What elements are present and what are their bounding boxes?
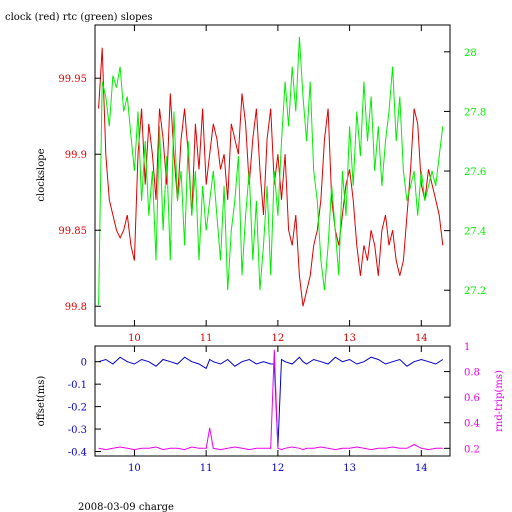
bottom-right-tick-label: 0.4: [464, 419, 480, 430]
top-left-axis-ticks: 99.8 99.85 99.9 99.95: [58, 74, 101, 313]
bottom-x-tick-label: 12: [272, 463, 285, 474]
bottom-right-tick-label: 0.2: [464, 444, 480, 455]
top-left-tick-label: 99.85: [58, 226, 87, 237]
chart-footer: 2008-03-09 charge: [78, 502, 174, 512]
top-chart-panel: 99.8 99.85 99.9 99.95 27.2 27.4 27.6 27.8 28 10…: [36, 24, 486, 344]
bottom-left-axis-ticks: -0.4 -0.3 -0.2 -0.1 0: [68, 358, 101, 459]
top-right-tick-label: 27.8: [464, 107, 486, 118]
top-right-tick-label: 27.2: [464, 286, 486, 297]
bottom-x-tick-label: 10: [128, 463, 141, 474]
bottom-right-axis-ticks: 0.2 0.4 0.6 0.8 1: [444, 342, 480, 455]
chart-title: clock (red) rtc (green) slopes: [5, 12, 153, 23]
top-x-tick-label: 11: [200, 333, 213, 344]
top-right-tick-label: 28: [464, 48, 477, 59]
top-left-tick-label: 99.95: [58, 74, 87, 85]
bottom-left-tick-label: -0.2: [68, 403, 87, 414]
bottom-series-left-line: [98, 356, 444, 448]
top-right-tick-label: 27.6: [464, 167, 486, 178]
bottom-right-tick-label: 1: [464, 342, 470, 353]
bottom-left-tick-label: 0: [81, 358, 87, 369]
bottom-x-tick-label: 14: [415, 463, 428, 474]
bottom-right-tick-label: 0.6: [464, 393, 480, 404]
bottom-left-tick-label: -0.1: [68, 380, 87, 391]
top-x-axis-ticks: 10 11 12 13 14: [128, 25, 428, 344]
bottom-left-tick-label: -0.3: [68, 425, 87, 436]
top-series-left-line: [98, 47, 444, 307]
bottom-plot-frame: [94, 345, 451, 457]
bottom-series-right-line: [98, 349, 443, 451]
top-right-tick-label: 27.4: [464, 227, 486, 238]
top-x-tick-label: 12: [272, 333, 285, 344]
bottom-left-axis-label: offset(ms): [36, 376, 47, 427]
top-left-tick-label: 99.9: [65, 150, 87, 161]
bottom-left-tick-label: -0.4: [68, 448, 87, 459]
top-series-group: [98, 36, 444, 307]
bottom-x-tick-label: 13: [343, 463, 356, 474]
top-right-axis-ticks: 27.2 27.4 27.6 27.8 28: [444, 48, 486, 297]
bottom-chart-panel: -0.4 -0.3 -0.2 -0.1 0 0.2 0.4 0.6 0.8 1 10 11 12 13…: [36, 342, 505, 474]
bottom-right-axis-label: rnd-trip(ms): [494, 370, 505, 432]
top-left-tick-label: 99.8: [65, 302, 87, 313]
top-series-right-line: [98, 36, 444, 306]
bottom-right-tick-label: 0.8: [464, 368, 480, 379]
bottom-x-tick-label: 11: [200, 463, 213, 474]
top-plot-frame: [94, 24, 451, 327]
bottom-series-group: [98, 349, 444, 451]
top-x-tick-label: 13: [343, 333, 356, 344]
top-left-axis-label: clockslope: [36, 148, 47, 201]
top-x-tick-label: 10: [128, 333, 141, 344]
bottom-x-axis-ticks: 10 11 12 13 14: [128, 346, 428, 474]
top-x-tick-label: 14: [415, 333, 428, 344]
